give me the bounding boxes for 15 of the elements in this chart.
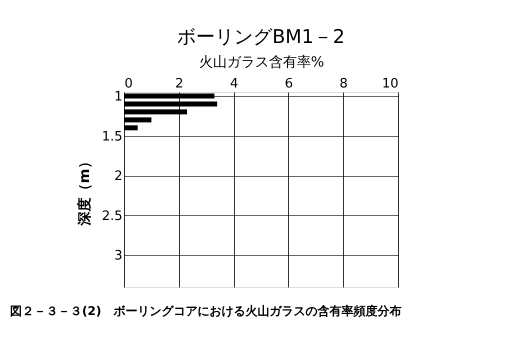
x-axis-title: 火山ガラス含有率% [198, 54, 324, 70]
y-tick-label: 3 [114, 248, 122, 264]
x-tick-label: 0 [124, 76, 133, 92]
caption: 図２－３－３(2) ボーリングコアにおける火山ガラスの含有率頻度分布 [10, 304, 402, 318]
y-axis-title: 深度（m） [76, 154, 93, 226]
chart-title: ボーリングBM1－2 [177, 26, 345, 48]
x-tick-label: 2 [175, 76, 184, 92]
y-tick-label: 1.5 [102, 129, 122, 144]
x-tick-label: 10 [382, 76, 398, 92]
y-tick-label: 1 [114, 89, 122, 104]
x-tick-label: 6 [284, 76, 294, 92]
y-tick-label: 2 [114, 169, 122, 184]
y-tick-label: 2.5 [102, 208, 122, 224]
x-tick-label: 8 [340, 76, 348, 92]
x-tick-label: 4 [230, 76, 238, 92]
